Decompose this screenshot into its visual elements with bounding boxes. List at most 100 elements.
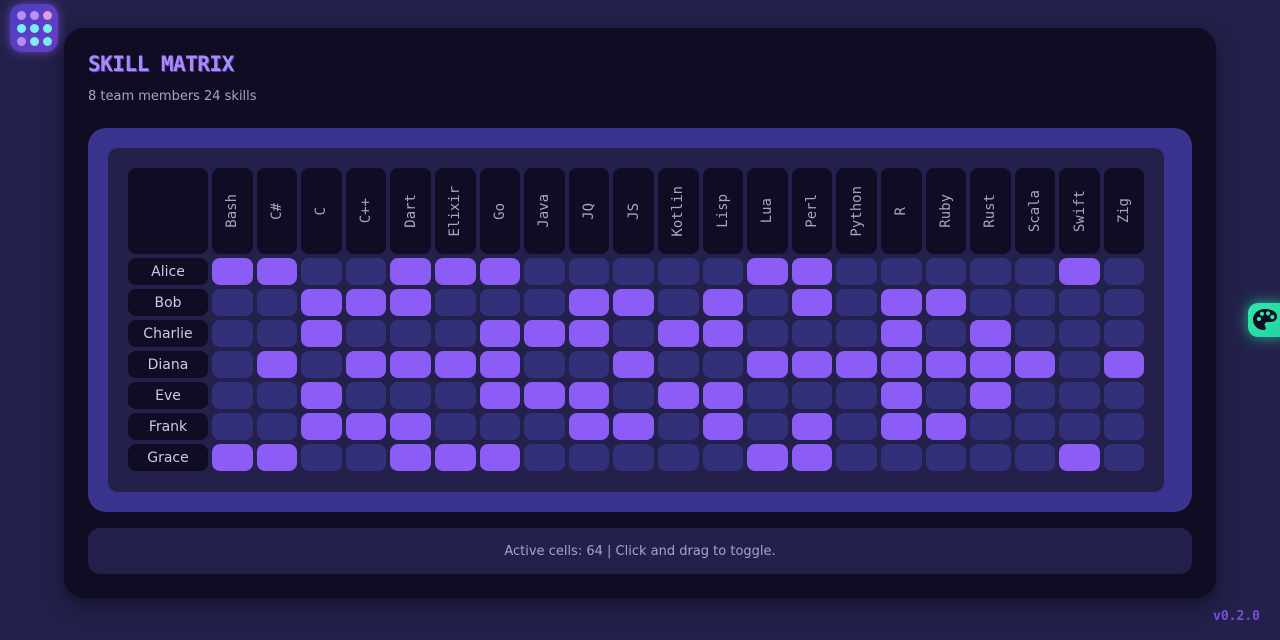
skill-cell[interactable] (613, 320, 654, 347)
skill-cell[interactable] (434, 444, 476, 471)
skill-cell[interactable] (613, 258, 654, 285)
skill-cell[interactable] (524, 444, 565, 471)
skill-cell[interactable] (434, 413, 476, 440)
skill-cell[interactable] (613, 289, 654, 316)
skill-cell[interactable] (212, 258, 253, 285)
skill-cell[interactable] (747, 351, 788, 378)
skill-cell[interactable] (434, 258, 476, 285)
skill-cell[interactable] (657, 382, 699, 409)
skill-cell[interactable] (1059, 258, 1100, 285)
skill-cell[interactable] (256, 382, 298, 409)
skill-cell[interactable] (791, 444, 833, 471)
skill-cell[interactable] (345, 413, 387, 440)
skill-cell[interactable] (836, 444, 877, 471)
skill-cell[interactable] (791, 382, 833, 409)
skill-cell[interactable] (479, 320, 521, 347)
skill-cell[interactable] (836, 320, 877, 347)
skill-cell[interactable] (1014, 382, 1056, 409)
palette-button[interactable] (1248, 303, 1280, 337)
skill-cell[interactable] (301, 351, 342, 378)
skill-cell[interactable] (568, 444, 610, 471)
skill-cell[interactable] (256, 444, 298, 471)
skill-cell[interactable] (568, 289, 610, 316)
skill-cell[interactable] (1059, 351, 1100, 378)
skill-cell[interactable] (657, 351, 699, 378)
skill-cell[interactable] (702, 320, 744, 347)
skill-cell[interactable] (880, 289, 922, 316)
skill-cell[interactable] (1103, 289, 1145, 316)
skill-cell[interactable] (390, 413, 431, 440)
skill-cell[interactable] (345, 351, 387, 378)
skill-cell[interactable] (970, 320, 1011, 347)
skill-cell[interactable] (791, 289, 833, 316)
skill-cell[interactable] (1103, 444, 1145, 471)
skill-cell[interactable] (479, 289, 521, 316)
skill-cell[interactable] (301, 320, 342, 347)
skill-cell[interactable] (657, 444, 699, 471)
skill-cell[interactable] (390, 320, 431, 347)
skill-cell[interactable] (880, 258, 922, 285)
skill-cell[interactable] (970, 413, 1011, 440)
skill-cell[interactable] (657, 258, 699, 285)
skill-cell[interactable] (479, 382, 521, 409)
skill-cell[interactable] (524, 320, 565, 347)
skill-cell[interactable] (434, 351, 476, 378)
skill-cell[interactable] (970, 351, 1011, 378)
skill-cell[interactable] (1014, 289, 1056, 316)
skill-cell[interactable] (836, 351, 877, 378)
skill-cell[interactable] (1103, 258, 1145, 285)
skill-cell[interactable] (657, 413, 699, 440)
skill-cell[interactable] (613, 351, 654, 378)
skill-cell[interactable] (791, 351, 833, 378)
skill-cell[interactable] (880, 444, 922, 471)
skill-cell[interactable] (1059, 444, 1100, 471)
skill-cell[interactable] (434, 382, 476, 409)
skill-cell[interactable] (836, 382, 877, 409)
skill-cell[interactable] (301, 289, 342, 316)
skill-cell[interactable] (345, 320, 387, 347)
skill-cell[interactable] (925, 413, 967, 440)
skill-cell[interactable] (568, 351, 610, 378)
skill-cell[interactable] (256, 289, 298, 316)
skill-cell[interactable] (747, 258, 788, 285)
skill-cell[interactable] (1014, 351, 1056, 378)
skill-cell[interactable] (1103, 413, 1145, 440)
skill-cell[interactable] (880, 351, 922, 378)
skill-cell[interactable] (390, 351, 431, 378)
skill-cell[interactable] (345, 444, 387, 471)
skill-cell[interactable] (390, 289, 431, 316)
skill-cell[interactable] (212, 444, 253, 471)
skill-cell[interactable] (702, 289, 744, 316)
skill-cell[interactable] (434, 320, 476, 347)
skill-cell[interactable] (1103, 382, 1145, 409)
skill-cell[interactable] (1014, 413, 1056, 440)
skill-cell[interactable] (434, 289, 476, 316)
skill-cell[interactable] (925, 444, 967, 471)
skill-cell[interactable] (613, 382, 654, 409)
skill-cell[interactable] (256, 351, 298, 378)
skill-cell[interactable] (568, 382, 610, 409)
skill-cell[interactable] (880, 382, 922, 409)
app-grid-icon[interactable] (10, 4, 58, 52)
skill-cell[interactable] (925, 258, 967, 285)
skill-cell[interactable] (702, 351, 744, 378)
skill-cell[interactable] (568, 413, 610, 440)
skill-cell[interactable] (925, 351, 967, 378)
skill-cell[interactable] (1103, 320, 1145, 347)
skill-cell[interactable] (925, 289, 967, 316)
skill-cell[interactable] (970, 289, 1011, 316)
skill-cell[interactable] (479, 444, 521, 471)
skill-cell[interactable] (390, 258, 431, 285)
skill-cell[interactable] (880, 413, 922, 440)
skill-cell[interactable] (1059, 413, 1100, 440)
skill-cell[interactable] (345, 382, 387, 409)
skill-cell[interactable] (1014, 320, 1056, 347)
skill-cell[interactable] (524, 289, 565, 316)
skill-cell[interactable] (1014, 258, 1056, 285)
skill-cell[interactable] (390, 382, 431, 409)
skill-cell[interactable] (613, 413, 654, 440)
skill-cell[interactable] (479, 351, 521, 378)
skill-cell[interactable] (836, 289, 877, 316)
skill-cell[interactable] (479, 413, 521, 440)
skill-cell[interactable] (925, 382, 967, 409)
